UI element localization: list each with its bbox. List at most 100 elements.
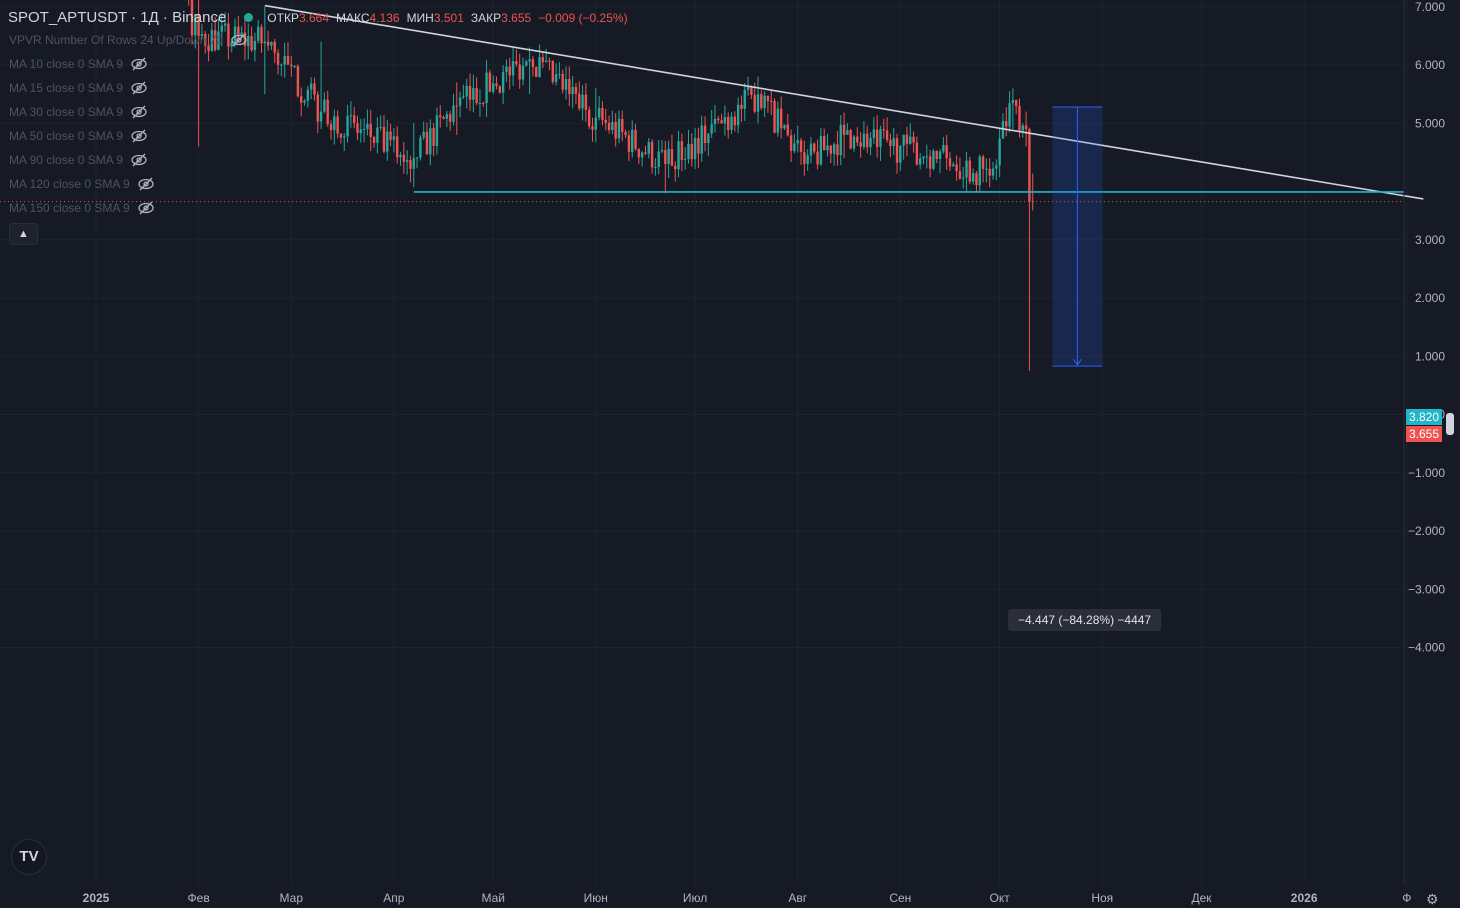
candle-body xyxy=(624,131,627,136)
candle-body xyxy=(849,130,852,149)
hidden-eye-icon[interactable] xyxy=(131,81,147,95)
candle-body xyxy=(558,73,561,75)
candle-body xyxy=(879,129,882,147)
candle-body xyxy=(875,129,879,147)
candle-body xyxy=(918,158,922,165)
candle-body xyxy=(372,136,376,143)
candle-body xyxy=(604,119,607,123)
hidden-eye-icon[interactable] xyxy=(131,57,147,71)
last-price-tag: 3.655 xyxy=(1406,426,1443,442)
candle-body xyxy=(210,30,214,52)
candle-body xyxy=(852,136,856,149)
candle-body xyxy=(554,74,558,82)
candle-body xyxy=(382,126,386,152)
low-label: МИН xyxy=(406,10,434,25)
candle-body xyxy=(442,117,445,119)
collapse-legend-button[interactable]: ▲ xyxy=(9,223,38,245)
candle-body xyxy=(647,142,650,154)
hidden-eye-icon[interactable] xyxy=(131,129,147,143)
indicator-label: MA 30 close 0 SMA 9 xyxy=(9,105,124,119)
candle-body xyxy=(819,136,823,165)
indicator-legend-item[interactable]: MA 15 close 0 SMA 9 xyxy=(9,81,147,95)
candle-body xyxy=(713,118,717,125)
candle-body xyxy=(392,136,396,140)
hidden-eye-icon[interactable] xyxy=(131,105,147,119)
candle-body xyxy=(541,57,545,63)
candle-body xyxy=(399,154,402,158)
candle-body xyxy=(485,72,488,104)
candle-body xyxy=(938,151,942,160)
candle-body xyxy=(710,124,713,134)
candle-body xyxy=(359,129,362,133)
candle-body xyxy=(945,145,948,159)
indicator-legend-item[interactable]: MA 120 close 0 SMA 9 xyxy=(9,177,154,191)
candle-body xyxy=(988,168,991,176)
candle-body xyxy=(511,61,515,76)
y-tick-label: −2.000 xyxy=(1408,524,1445,538)
candle-body xyxy=(240,32,243,36)
settings-gear-icon[interactable]: ⚙ xyxy=(1426,891,1439,907)
candle-body xyxy=(346,116,349,137)
indicator-legend-item[interactable]: VPVR Number Of Rows 24 Up/Down 70 xyxy=(9,33,247,47)
candle-body xyxy=(869,137,872,148)
candle-body xyxy=(475,87,478,103)
x-tick-label: Ноя xyxy=(1091,891,1113,905)
candle-body xyxy=(872,129,876,138)
candle-body xyxy=(339,133,343,138)
candle-body xyxy=(230,42,233,47)
candle-body xyxy=(412,158,415,169)
candle-body xyxy=(607,122,611,131)
candle-body xyxy=(697,137,700,154)
indicator-legend-item[interactable]: MA 150 close 0 SMA 9 xyxy=(9,201,154,215)
candle-body xyxy=(581,94,584,109)
support-price-tag: 3.820 xyxy=(1406,409,1443,425)
indicator-legend-item[interactable]: MA 30 close 0 SMA 9 xyxy=(9,105,147,119)
candle-body xyxy=(700,125,703,154)
candle-body xyxy=(313,83,316,95)
candle-body xyxy=(250,36,253,51)
candle-body xyxy=(492,83,495,92)
candle-body xyxy=(544,60,548,63)
hidden-eye-icon[interactable] xyxy=(231,33,247,47)
candle-body xyxy=(703,125,707,144)
candle-body xyxy=(478,102,482,104)
candle-body xyxy=(452,105,455,122)
candle-body xyxy=(803,151,806,165)
candle-body xyxy=(197,14,200,36)
candle-body xyxy=(379,126,382,128)
candle-body xyxy=(207,45,210,52)
symbol-name[interactable]: SPOT_APTUSDT · 1Д · Binance xyxy=(8,9,227,26)
candle-body xyxy=(912,136,915,143)
candle-body xyxy=(465,85,468,97)
tradingview-logo-icon[interactable]: TV xyxy=(11,839,47,875)
hidden-eye-icon[interactable] xyxy=(131,153,147,167)
candle-body xyxy=(955,164,958,172)
candle-body xyxy=(975,173,978,186)
y-tick-label: 7.000 xyxy=(1415,0,1445,14)
candle-body xyxy=(425,131,429,155)
indicator-legend-item[interactable]: MA 50 close 0 SMA 9 xyxy=(9,129,147,143)
indicator-legend-item[interactable]: MA 10 close 0 SMA 9 xyxy=(9,57,147,71)
hidden-eye-icon[interactable] xyxy=(138,177,154,191)
candle-body xyxy=(776,108,780,133)
candle-body xyxy=(362,128,366,130)
candle-body xyxy=(409,160,412,169)
x-tick-label: Фев xyxy=(188,891,210,905)
candle-body xyxy=(611,122,614,131)
candle-body xyxy=(352,115,356,124)
hidden-eye-icon[interactable] xyxy=(138,201,154,215)
indicator-legend-item[interactable]: MA 90 close 0 SMA 9 xyxy=(9,153,147,167)
candle-body xyxy=(455,105,458,107)
candle-body xyxy=(597,107,601,118)
candle-body xyxy=(591,126,594,130)
candle-body xyxy=(319,111,323,122)
market-status-icon xyxy=(244,13,254,22)
candle-body xyxy=(998,138,1001,166)
candle-body xyxy=(727,116,730,130)
candle-body xyxy=(286,56,290,65)
candle-body xyxy=(1028,129,1031,202)
candle-body xyxy=(1008,103,1011,127)
candle-body xyxy=(832,144,836,154)
candle-body xyxy=(796,140,799,144)
